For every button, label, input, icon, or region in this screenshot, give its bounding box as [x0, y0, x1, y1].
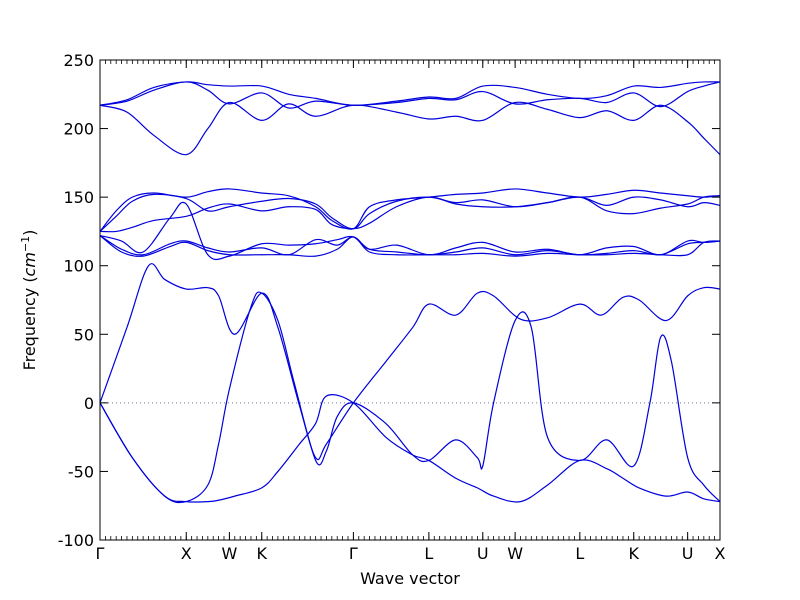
axes-frame	[99, 59, 721, 541]
y-tick-labels: -100 -50 0 50 100 150 200 250	[58, 51, 94, 550]
x-minor-ticks	[99, 60, 721, 540]
y-tick-label: 150	[63, 188, 94, 207]
phonon-branch-4	[99, 188, 721, 232]
phonon-branch-1	[99, 81, 721, 106]
x-tick-label: Γ	[96, 544, 105, 563]
y-tick-label: -50	[68, 462, 94, 481]
phonon-branch-8	[99, 235, 721, 256]
phonon-branch-2	[99, 81, 721, 109]
y-ticks	[100, 59, 720, 541]
series-layer	[99, 81, 721, 504]
phonon-branch-3	[99, 101, 721, 156]
y-tick-label: 200	[63, 120, 94, 139]
y-tick-label: 250	[63, 51, 94, 70]
x-tick-label: U	[682, 544, 694, 563]
y-axis-label-close: )	[20, 230, 39, 236]
phonon-branch-9	[99, 235, 721, 257]
phonon-branch-12	[99, 291, 721, 504]
y-tick-label: 50	[74, 325, 94, 344]
y-axis-label: Frequency (cm−1)	[19, 230, 39, 371]
y-tick-label: -100	[58, 531, 94, 550]
x-tick-label: W	[221, 544, 237, 563]
x-tick-label: X	[181, 544, 192, 563]
phonon-branch-7	[99, 201, 721, 261]
phonon-branch-6	[99, 195, 721, 233]
x-tick-label: K	[628, 544, 639, 563]
x-tick-label: L	[575, 544, 584, 563]
x-tick-label: U	[477, 544, 489, 563]
x-major-ticks	[99, 60, 721, 540]
y-axis-label-exponent: −1	[19, 236, 32, 252]
x-axis-label: Wave vector	[360, 569, 460, 588]
phonon-branch-10	[99, 263, 721, 461]
y-axis-label-unit: cm	[20, 252, 39, 276]
y-axis-label-main: Frequency (	[20, 276, 39, 370]
y-tick-label: 0	[84, 394, 94, 413]
x-tick-label: L	[424, 544, 433, 563]
x-tick-label: K	[256, 544, 267, 563]
x-tick-label: X	[715, 544, 726, 563]
y-tick-label: 100	[63, 257, 94, 276]
x-tick-label: W	[507, 544, 523, 563]
phonon-branch-5	[99, 193, 721, 232]
x-tick-label: Γ	[349, 544, 358, 563]
